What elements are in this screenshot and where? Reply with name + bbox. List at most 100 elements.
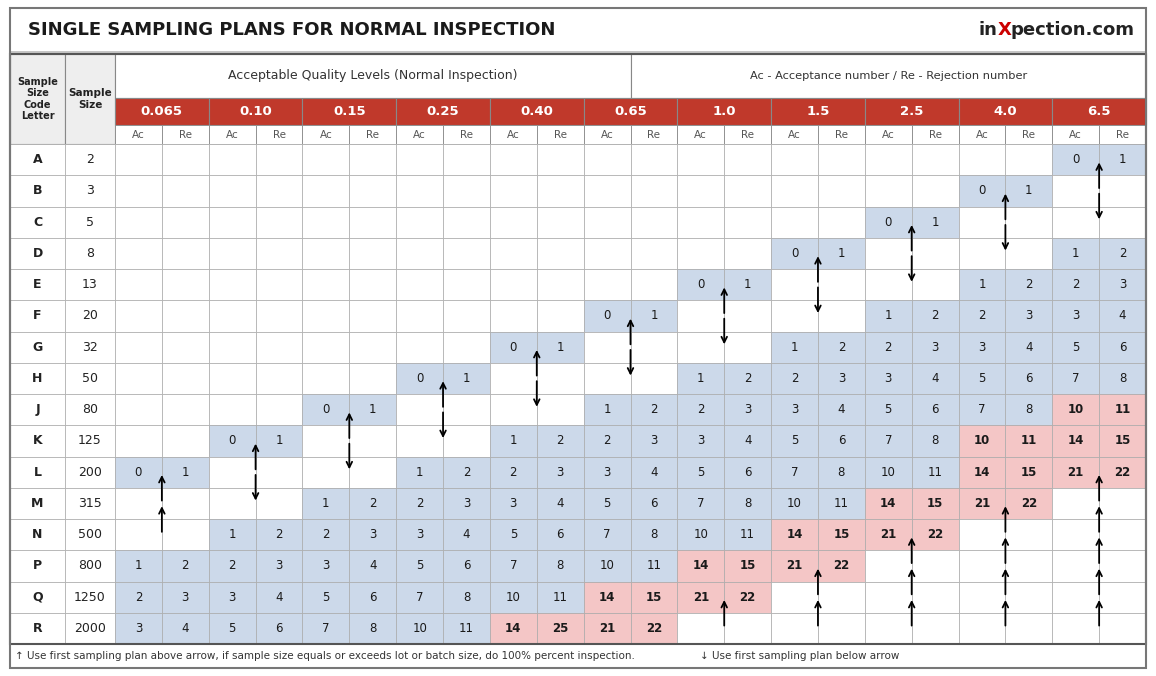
Text: 2: 2 [650,403,658,416]
Text: ↓ Use first sampling plan below arrow: ↓ Use first sampling plan below arrow [701,651,899,661]
Text: 4: 4 [932,372,939,385]
Text: 0.15: 0.15 [333,105,365,118]
Text: 3: 3 [603,466,610,479]
Text: 10: 10 [1068,403,1084,416]
Bar [630,54,1146,98]
Bar [724,363,771,394]
Text: 11: 11 [740,528,755,541]
Text: 3: 3 [181,591,188,604]
Text: D: D [32,247,43,260]
Text: 3: 3 [556,466,564,479]
Text: 1: 1 [932,216,939,228]
Bar [490,519,536,550]
Text: 22: 22 [927,528,943,541]
Text: 2: 2 [932,310,939,322]
Text: Ac: Ac [132,130,144,139]
Bar [771,175,818,206]
Bar [1052,269,1099,300]
Bar [255,394,303,425]
Bar [65,612,114,644]
Text: 4: 4 [838,403,845,416]
Bar [162,238,209,269]
Text: 0.065: 0.065 [141,105,183,118]
Bar [958,612,1006,644]
Text: 6: 6 [650,497,658,510]
Text: 4: 4 [181,622,190,635]
Text: 1: 1 [603,403,610,416]
Bar [958,581,1006,612]
Text: Re: Re [179,130,192,139]
Text: 7: 7 [791,466,799,479]
Bar [1006,331,1052,363]
Bar [1052,238,1099,269]
Bar [65,363,114,394]
Bar [584,488,630,519]
Text: 14: 14 [1067,435,1084,448]
Bar [818,488,865,519]
Bar [1099,363,1146,394]
Text: 1: 1 [884,310,892,322]
Bar [443,394,490,425]
Bar [255,300,303,331]
Bar [912,206,958,238]
Text: 7: 7 [697,497,704,510]
Bar [397,206,443,238]
Bar [818,300,865,331]
Bar [303,488,349,519]
Bar [536,488,584,519]
Text: 7: 7 [603,528,610,541]
Bar [255,488,303,519]
Bar [771,300,818,331]
Bar [10,54,65,144]
Bar [536,144,584,175]
Bar [65,331,114,363]
Bar [162,488,209,519]
Bar [584,269,630,300]
Bar [865,581,912,612]
Text: Ac: Ac [601,130,614,139]
Bar [490,125,536,144]
Text: 315: 315 [79,497,102,510]
Bar [443,175,490,206]
Bar [677,125,724,144]
Text: 1: 1 [181,466,190,479]
Bar [349,612,397,644]
Bar [65,581,114,612]
Bar [677,394,724,425]
Text: 0: 0 [229,435,236,448]
Bar [209,456,255,488]
Bar [912,363,958,394]
Bar [397,519,443,550]
Bar [1052,612,1099,644]
Text: 8: 8 [86,247,94,260]
Bar [114,206,162,238]
Bar [209,581,255,612]
Bar [724,206,771,238]
Bar [1052,519,1099,550]
Text: 0: 0 [510,341,517,354]
Bar [724,550,771,581]
Text: in: in [978,21,996,39]
Bar [1052,125,1099,144]
Bar [490,550,536,581]
Text: 6: 6 [369,591,377,604]
Bar [958,331,1006,363]
Text: 2: 2 [556,435,564,448]
Text: 1: 1 [650,310,658,322]
Bar [1052,425,1099,456]
Bar [114,488,162,519]
Bar [255,550,303,581]
Text: 4: 4 [556,497,564,510]
Bar [818,394,865,425]
Text: 0: 0 [791,247,798,260]
Bar [209,98,303,125]
Bar [490,144,536,175]
Text: 1.0: 1.0 [712,105,736,118]
Text: Ac: Ac [695,130,707,139]
Bar [255,125,303,144]
Text: 6.5: 6.5 [1088,105,1111,118]
Text: Re: Re [273,130,286,139]
Bar [490,300,536,331]
Text: 5: 5 [229,622,236,635]
Text: 1: 1 [697,372,704,385]
